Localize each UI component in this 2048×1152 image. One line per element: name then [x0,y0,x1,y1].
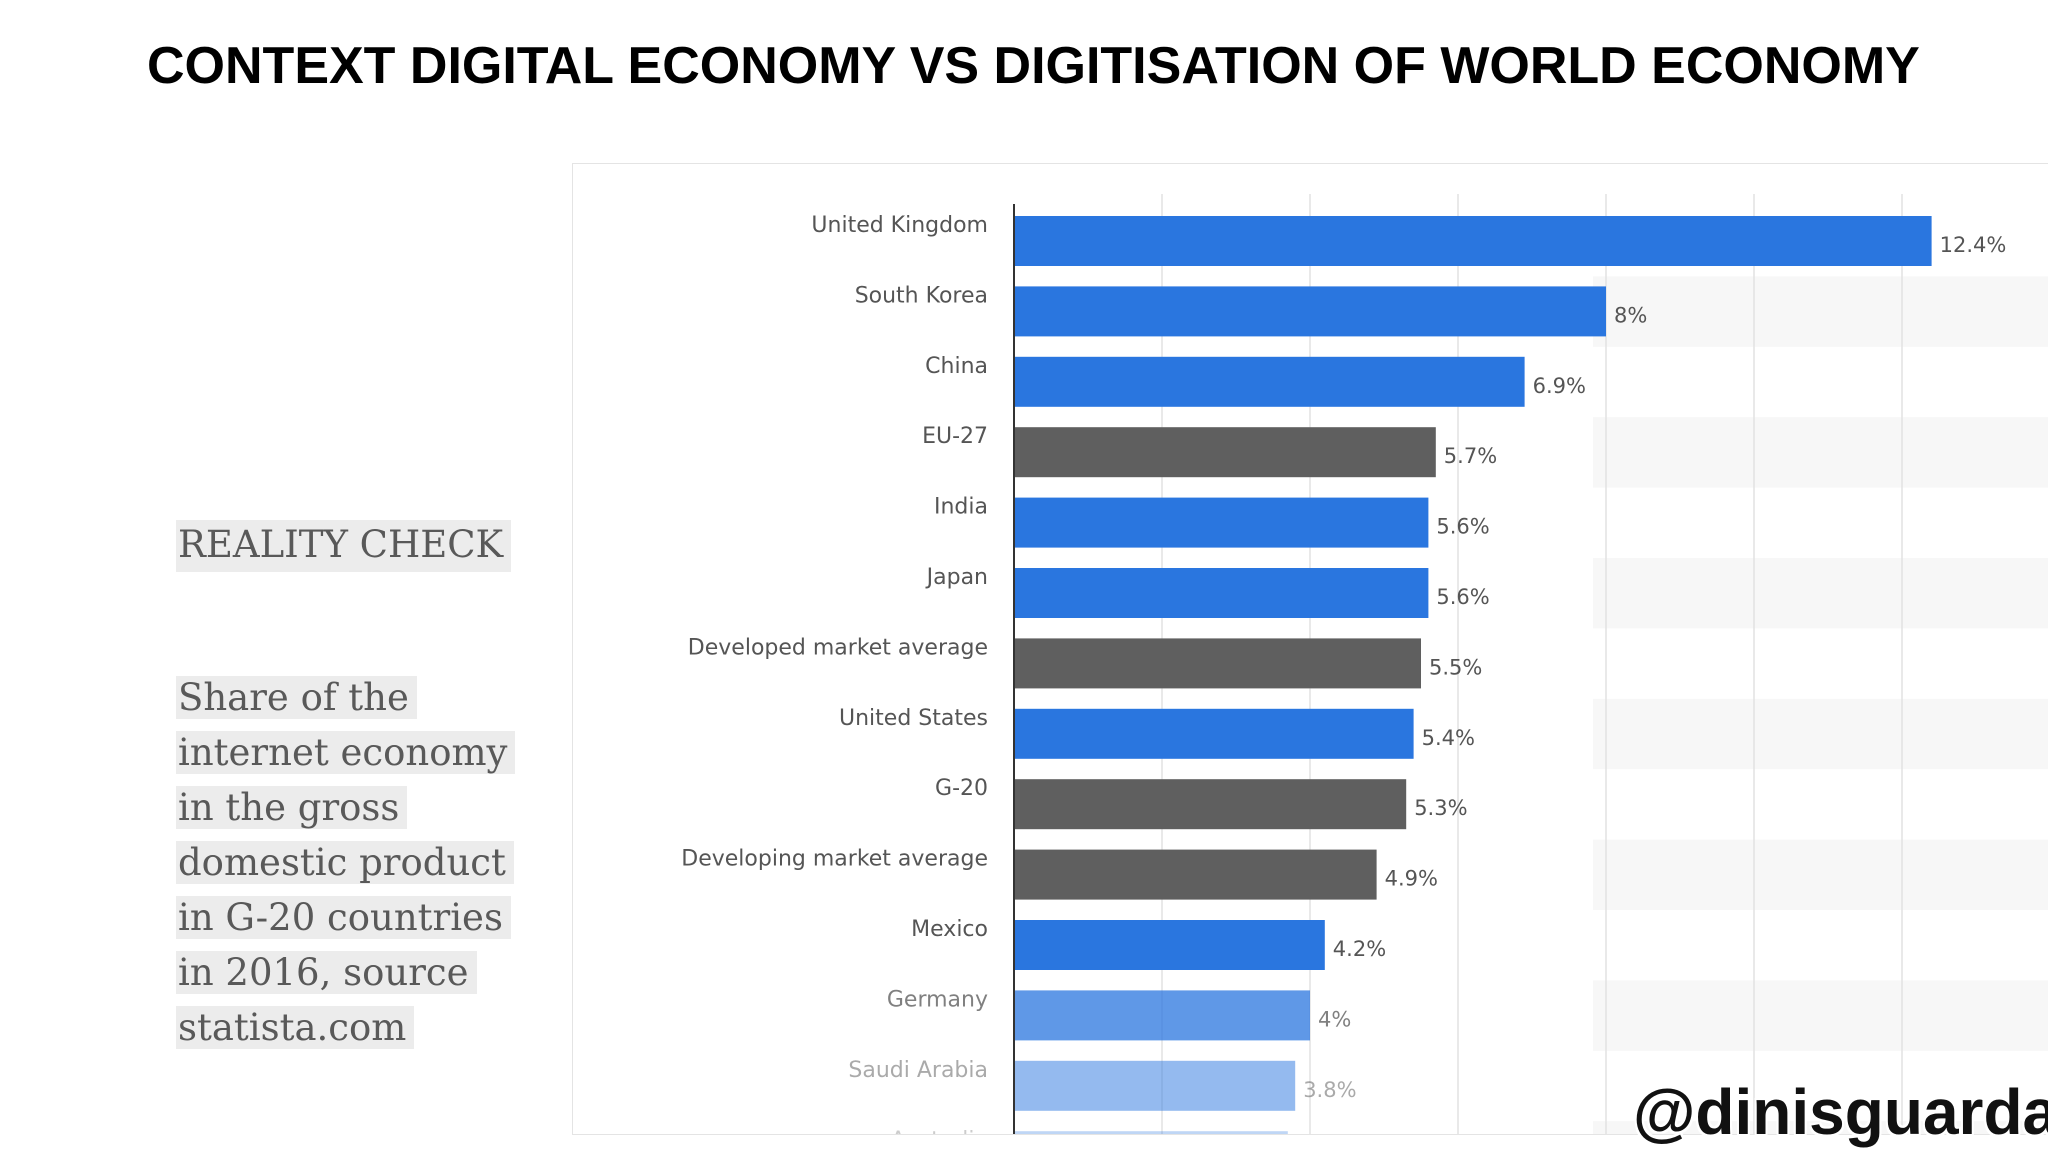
bar-australia [1014,1131,1288,1134]
description-line-text: domestic product [176,841,514,885]
bar-developing-market-average [1014,849,1377,900]
bar-germany [1014,990,1310,1041]
category-label: Mexico [911,917,988,942]
description-line-text: statista.com [176,1006,415,1050]
row-band [1593,417,2048,488]
row-band [1593,1121,2048,1134]
bar-south-korea [1014,286,1606,337]
row-band [1593,980,2048,1051]
value-label: 5.7% [1444,444,1497,468]
bar-saudi-arabia [1014,1060,1296,1111]
category-label: Developed market average [688,635,988,660]
value-label: 5.6% [1436,585,1489,609]
category-label: United States [839,706,988,731]
description-line: Share of the [176,670,516,725]
value-label: 3.8% [1303,1078,1356,1102]
category-label: United Kingdom [811,213,988,238]
value-label: 4.9% [1385,867,1438,891]
description-line-text: Share of the [176,676,417,720]
value-label: 5.6% [1436,515,1489,539]
description-line: in the gross [176,780,516,835]
watermark-handle: @dinisguarda [1633,1076,2048,1148]
chart-card: United Kingdom 12.4% South Korea 8% China 6.9… [572,163,2048,1135]
category-label: South Korea [855,283,988,308]
value-label: 4.2% [1333,937,1386,961]
bar-g-20 [1014,779,1407,830]
reality-check-label: REALITY CHECK [176,520,512,573]
value-label: 12.4% [1940,233,2007,257]
value-label: 5.3% [1414,796,1467,820]
bar-mexico [1014,920,1325,970]
bar-chart: United Kingdom 12.4% South Korea 8% China 6.9… [681,194,2048,1134]
category-label: India [934,495,988,520]
value-label: 4% [1318,1007,1351,1031]
bar-united-states [1014,708,1414,759]
category-label: EU-27 [922,424,988,449]
row-band [1593,698,2048,770]
category-label: Australia [891,1128,988,1134]
description-line: in 2016, source [176,945,516,1000]
bar-china [1014,356,1525,407]
left-panel: REALITY CHECK Share of the internet econo… [176,520,516,1055]
description-line-text: in 2016, source [176,951,477,995]
value-label: 5.4% [1422,726,1475,750]
bar-japan [1014,568,1429,618]
description-line: statista.com [176,1000,516,1055]
description-line-text: in the gross [176,786,408,830]
row-band [1593,276,2048,347]
row-band [1593,839,2048,910]
category-label: China [925,354,988,379]
description-line-text: in G-20 countries [176,896,511,940]
category-label: Saudi Arabia [848,1058,988,1083]
category-label: G-20 [935,776,988,801]
description-line-text: internet economy [176,731,516,775]
chart-description: Share of the internet economy in the gross… [176,670,516,1055]
description-line: in G-20 countries [176,890,516,945]
category-label: Germany [887,987,988,1012]
description-line: internet economy [176,725,516,780]
bar-developed-market-average [1014,638,1421,689]
bar-united-kingdom [1014,216,1932,266]
description-line: domestic product [176,835,516,890]
slide-title: CONTEXT DIGITAL ECONOMY VS DIGITISATION … [147,37,1920,95]
row-band [1593,558,2048,629]
bar-india [1014,497,1429,548]
value-label: 8% [1614,303,1647,327]
value-label: 6.9% [1533,374,1586,398]
category-label: Japan [925,565,988,590]
value-label: 5.5% [1429,655,1482,679]
category-label: Developing market average [681,847,988,872]
bar-eu-27 [1014,427,1436,478]
